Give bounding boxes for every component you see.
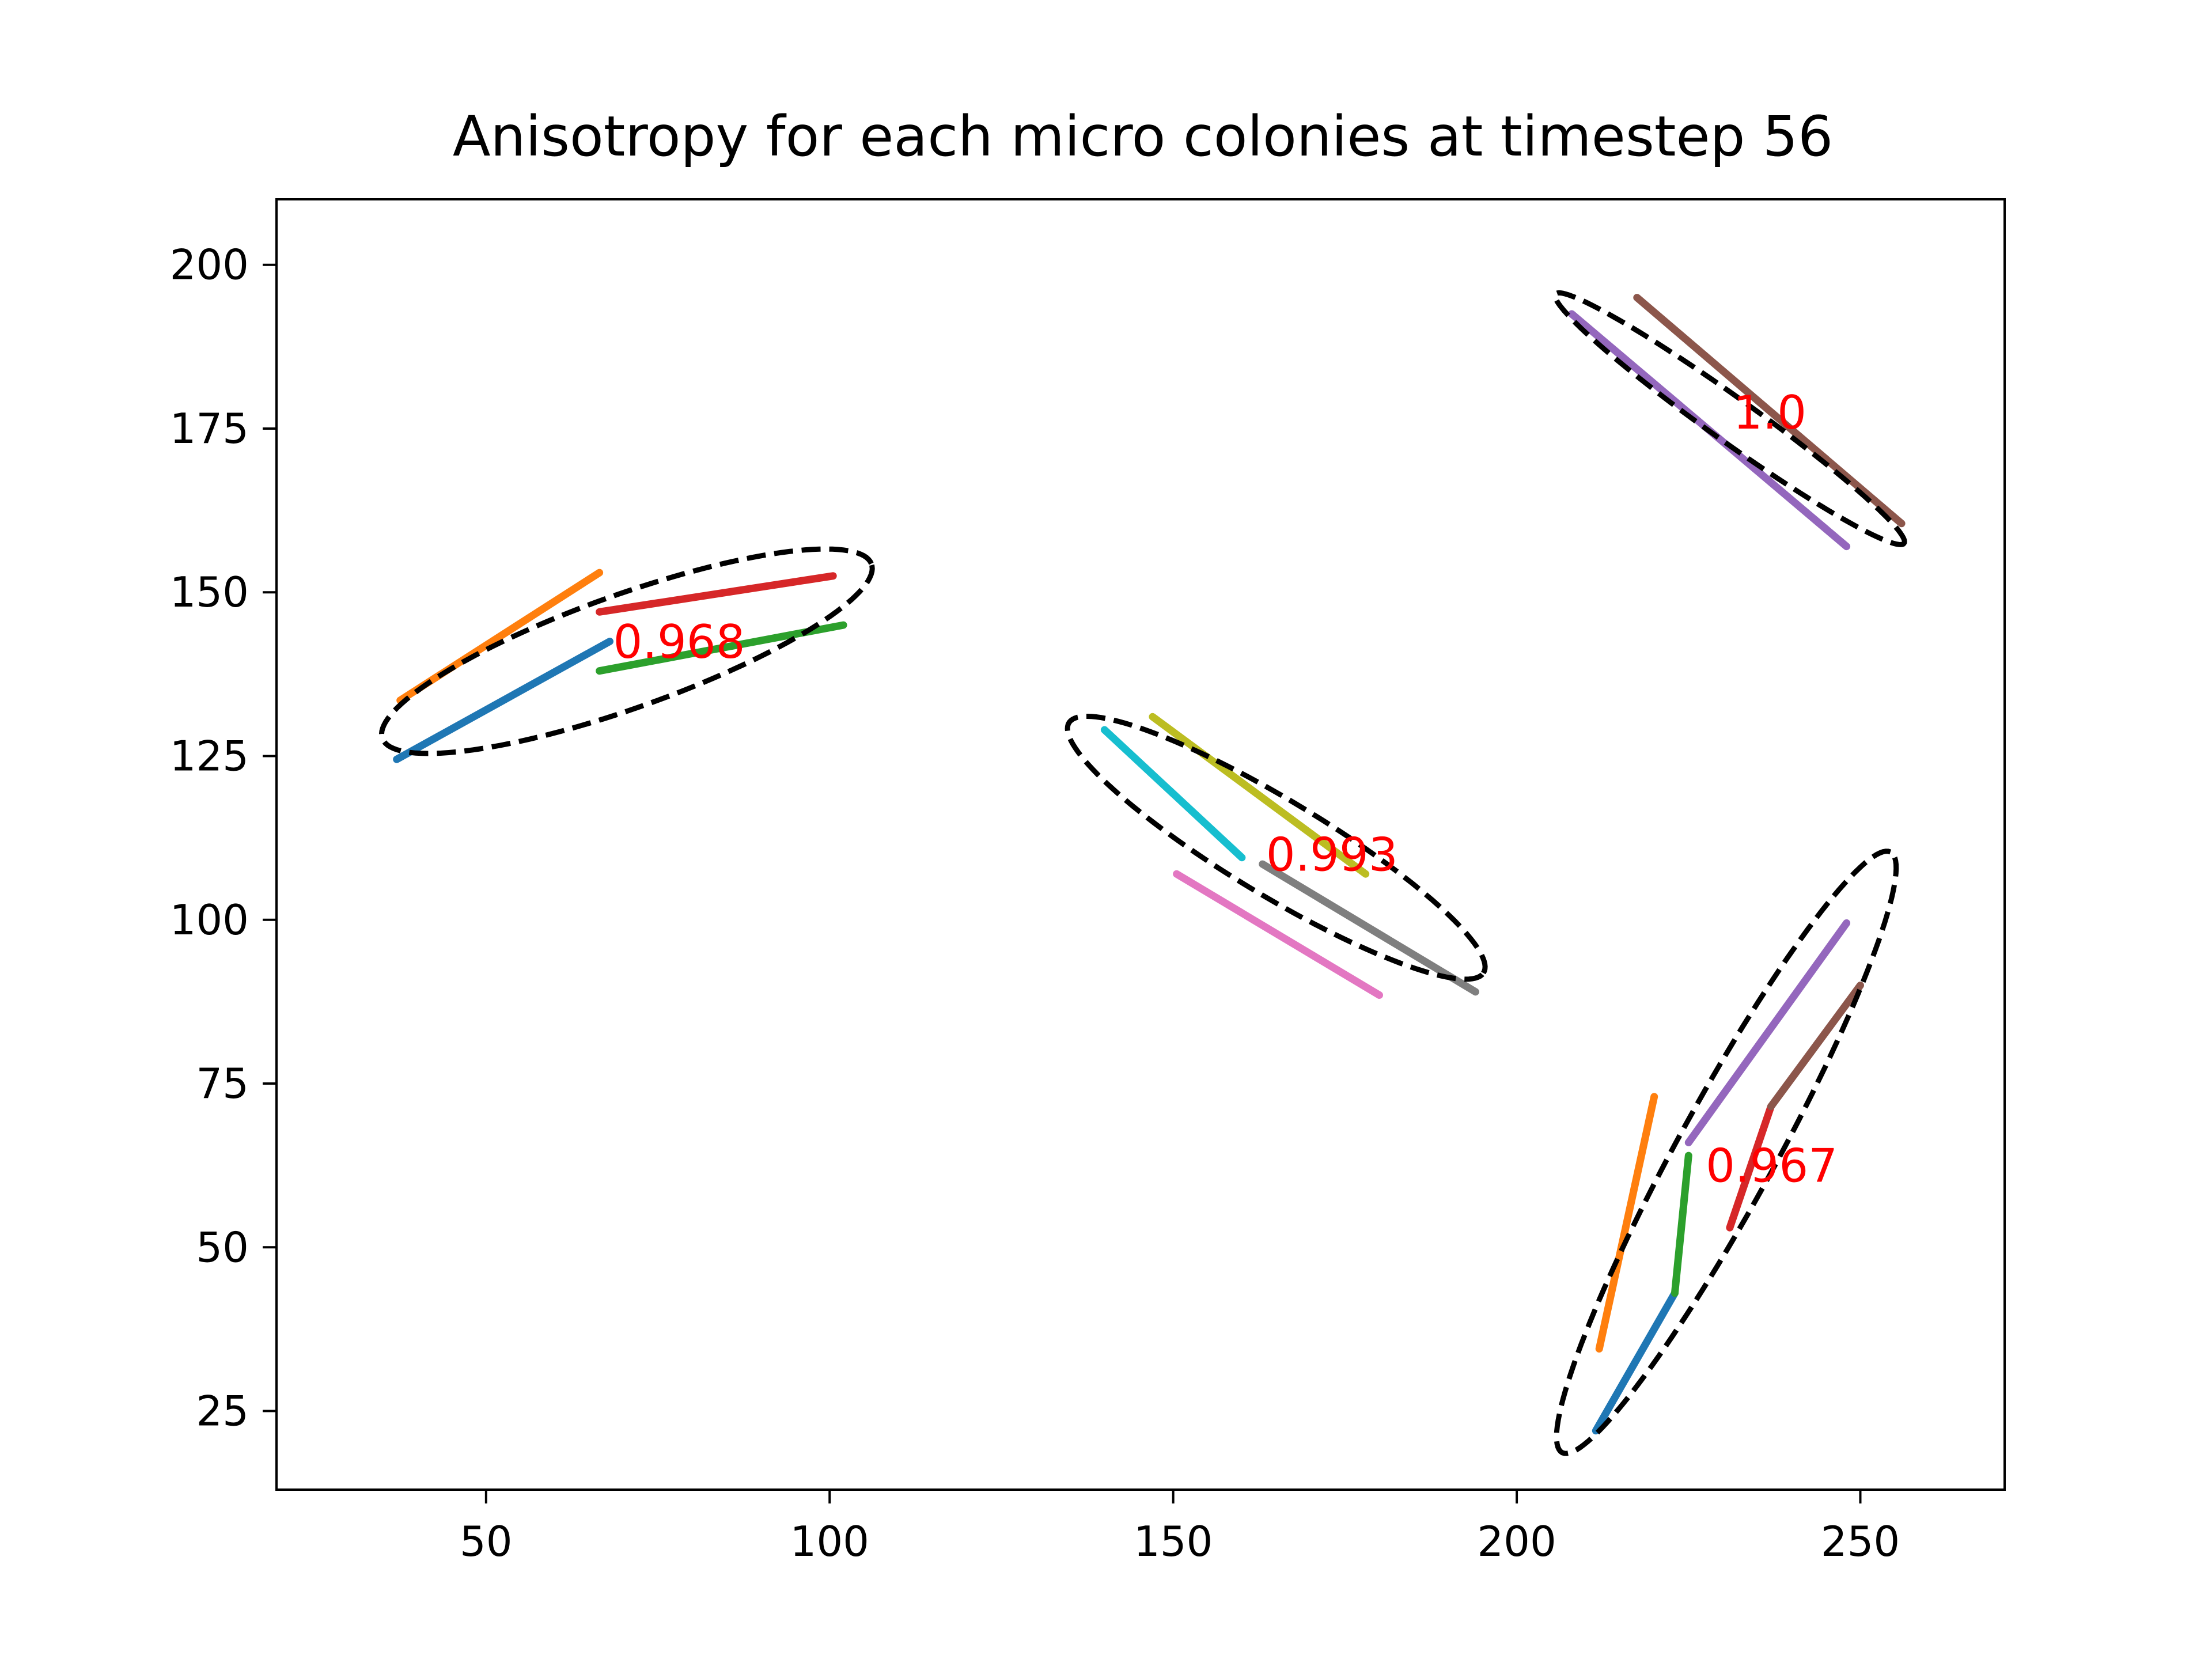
y-tick-label-125: 125 xyxy=(170,732,249,780)
y-tick-label-100: 100 xyxy=(170,896,249,944)
colony-1-anisotropy-label: 0.968 xyxy=(613,615,745,669)
colony-2-segment-3 xyxy=(1173,870,1383,999)
colony-4-segment-5 xyxy=(1767,982,1864,1111)
y-tick-label-200: 200 xyxy=(170,241,249,289)
colony-4-segment-3 xyxy=(1671,1152,1692,1297)
y-tick-label-50: 50 xyxy=(196,1223,249,1271)
colony-3-segment-2 xyxy=(1633,294,1906,528)
chart-title: Anisotropy for each micro colonies at ti… xyxy=(453,104,1833,169)
colony-1-segment-4 xyxy=(596,572,837,616)
colony-4-segment-4 xyxy=(1726,1103,1775,1232)
x-tick-label-100: 100 xyxy=(790,1517,869,1566)
colony-2-segment-2 xyxy=(1149,713,1370,878)
colony-4-anisotropy-label: 0.967 xyxy=(1706,1139,1838,1193)
y-tick-label-25: 25 xyxy=(196,1387,249,1435)
plot-area: 0.968 0.993 1.0 0.967 xyxy=(378,290,1907,1456)
colony-1-ellipse xyxy=(378,546,875,756)
colony-3-ellipse xyxy=(1552,290,1907,547)
colony-2-segment-1 xyxy=(1100,726,1246,862)
colony-1: 0.968 xyxy=(378,546,875,763)
x-tick-label-150: 150 xyxy=(1134,1517,1213,1566)
colony-2-anisotropy-label: 0.993 xyxy=(1266,828,1398,882)
y-tick-label-150: 150 xyxy=(170,568,249,616)
axes-frame xyxy=(275,198,2006,1491)
y-tick-label-175: 175 xyxy=(170,404,249,453)
y-axis: 25 50 75 100 125 150 175 200 xyxy=(170,241,276,1435)
x-tick-label-50: 50 xyxy=(460,1517,513,1566)
colony-3: 1.0 xyxy=(1552,290,1907,551)
colony-4-segment-2 xyxy=(1595,1093,1658,1353)
colony-4: 0.967 xyxy=(1554,849,1899,1456)
colony-2-ellipse xyxy=(1065,713,1488,982)
colony-4-segment-6 xyxy=(1684,919,1851,1146)
colony-4-ellipse xyxy=(1554,849,1899,1456)
colony-2-segment-4 xyxy=(1259,860,1479,996)
x-tick-label-200: 200 xyxy=(1477,1517,1556,1566)
x-tick-label-250: 250 xyxy=(1821,1517,1900,1566)
colony-1-segment-2 xyxy=(396,569,604,704)
colony-2: 0.993 xyxy=(1065,713,1488,999)
x-axis: 50 100 150 200 250 xyxy=(460,1490,1900,1566)
colony-4-segment-1 xyxy=(1592,1289,1679,1435)
y-tick-label-75: 75 xyxy=(196,1059,249,1108)
colony-1-segment-1 xyxy=(393,638,613,763)
colony-3-anisotropy-label: 1.0 xyxy=(1733,386,1806,440)
